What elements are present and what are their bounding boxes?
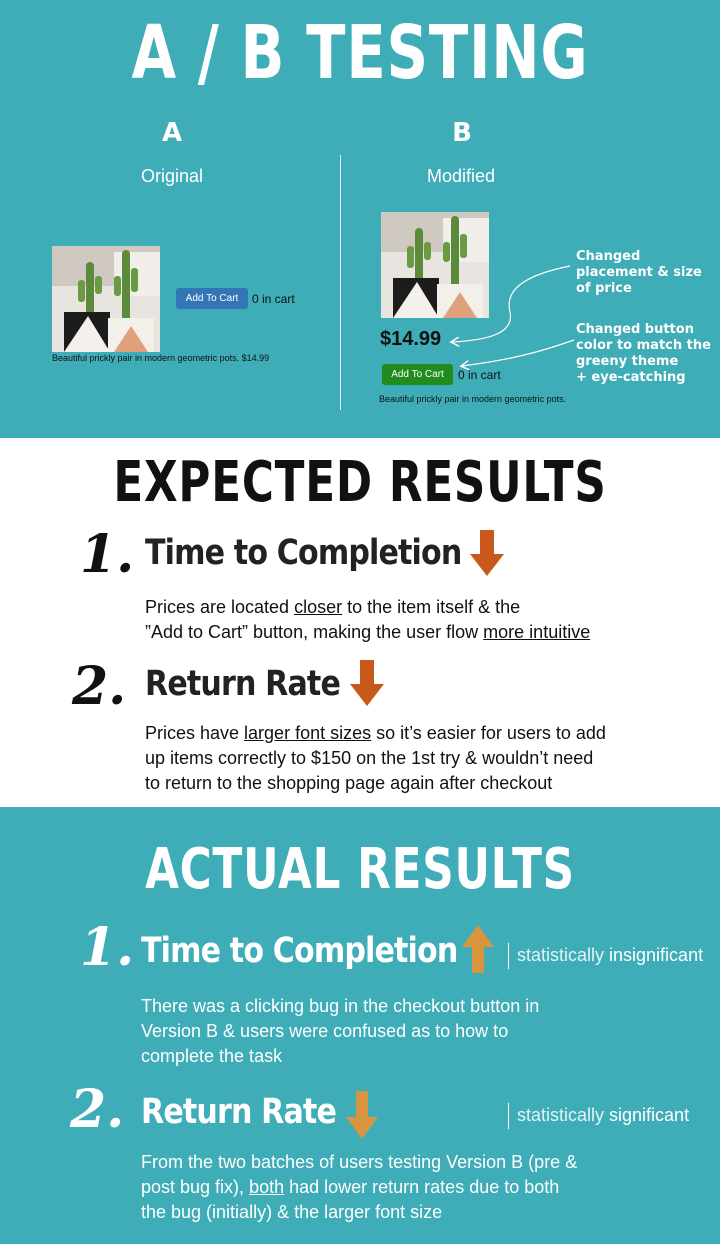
actual-number-1: 1.: [80, 917, 135, 978]
add-to-cart-button-b[interactable]: Add To Cart: [382, 364, 453, 385]
cart-count-a: 0 in cart: [252, 292, 295, 306]
expected-heading-2: Return Rate: [145, 664, 341, 704]
expected-results-section: EXPECTED RESULTS 1. Time to Completion P…: [0, 438, 720, 807]
actual-text-2: From the two batches of users testing Ve…: [141, 1152, 578, 1222]
expected-number-2: 2.: [72, 656, 127, 717]
button-annotation: Changed button color to match the greeny…: [576, 322, 711, 385]
expected-title: EXPECTED RESULTS: [113, 450, 607, 515]
stat-divider: [508, 943, 509, 969]
variant-divider: [340, 155, 341, 410]
stat-divider: [508, 1103, 509, 1129]
expected-number-1: 1.: [80, 524, 135, 585]
down-arrow-icon: [346, 1091, 378, 1139]
annotation-arrows: [0, 265, 575, 438]
down-arrow-icon: [470, 530, 504, 576]
price-annotation: Changed placement & size of price: [576, 249, 702, 296]
stat-significant: statistically significant: [508, 1103, 689, 1129]
actual-results-section: ACTUAL RESULTS 1. Time to Completion sta…: [0, 807, 720, 1244]
price-arrow: [452, 265, 571, 342]
expected-text-2: Prices have larger font sizes so it’s ea…: [145, 723, 606, 793]
product-price-b: $14.99: [380, 328, 442, 350]
cactus-pots-image: [52, 246, 160, 352]
cactus-pots-image: [381, 212, 489, 318]
ab-testing-section: A / B TESTING A Original B Modified Add …: [0, 0, 720, 438]
product-image-a: [52, 246, 160, 352]
variant-a-letter: A: [161, 118, 183, 148]
product-image-b: [381, 212, 489, 318]
actual-title: ACTUAL RESULTS: [145, 837, 575, 902]
stat-insignificant: statistically insignificant: [508, 943, 703, 969]
expected-text-1: Prices are located closer to the item it…: [145, 597, 591, 642]
variant-a-label: Original: [140, 166, 204, 186]
variant-b-letter: B: [452, 118, 472, 148]
up-arrow-icon: [462, 925, 494, 973]
actual-text-1: There was a clicking bug in the checkout…: [141, 996, 540, 1066]
product-caption-b: Beautiful prickly pair in modern geometr…: [379, 394, 567, 404]
down-arrow-icon: [350, 660, 384, 706]
ab-title: A / B TESTING: [131, 10, 589, 96]
cart-count-b: 0 in cart: [458, 368, 501, 382]
actual-heading-1: Time to Completion: [141, 931, 458, 971]
variant-b-label: Modified: [426, 166, 496, 186]
actual-number-2: 2.: [70, 1079, 125, 1140]
product-caption-a: Beautiful prickly pair in modern geometr…: [52, 353, 270, 363]
expected-heading-1: Time to Completion: [145, 533, 462, 573]
actual-heading-2: Return Rate: [141, 1092, 337, 1132]
button-arrow: [462, 339, 575, 366]
add-to-cart-button-a[interactable]: Add To Cart: [176, 288, 248, 309]
